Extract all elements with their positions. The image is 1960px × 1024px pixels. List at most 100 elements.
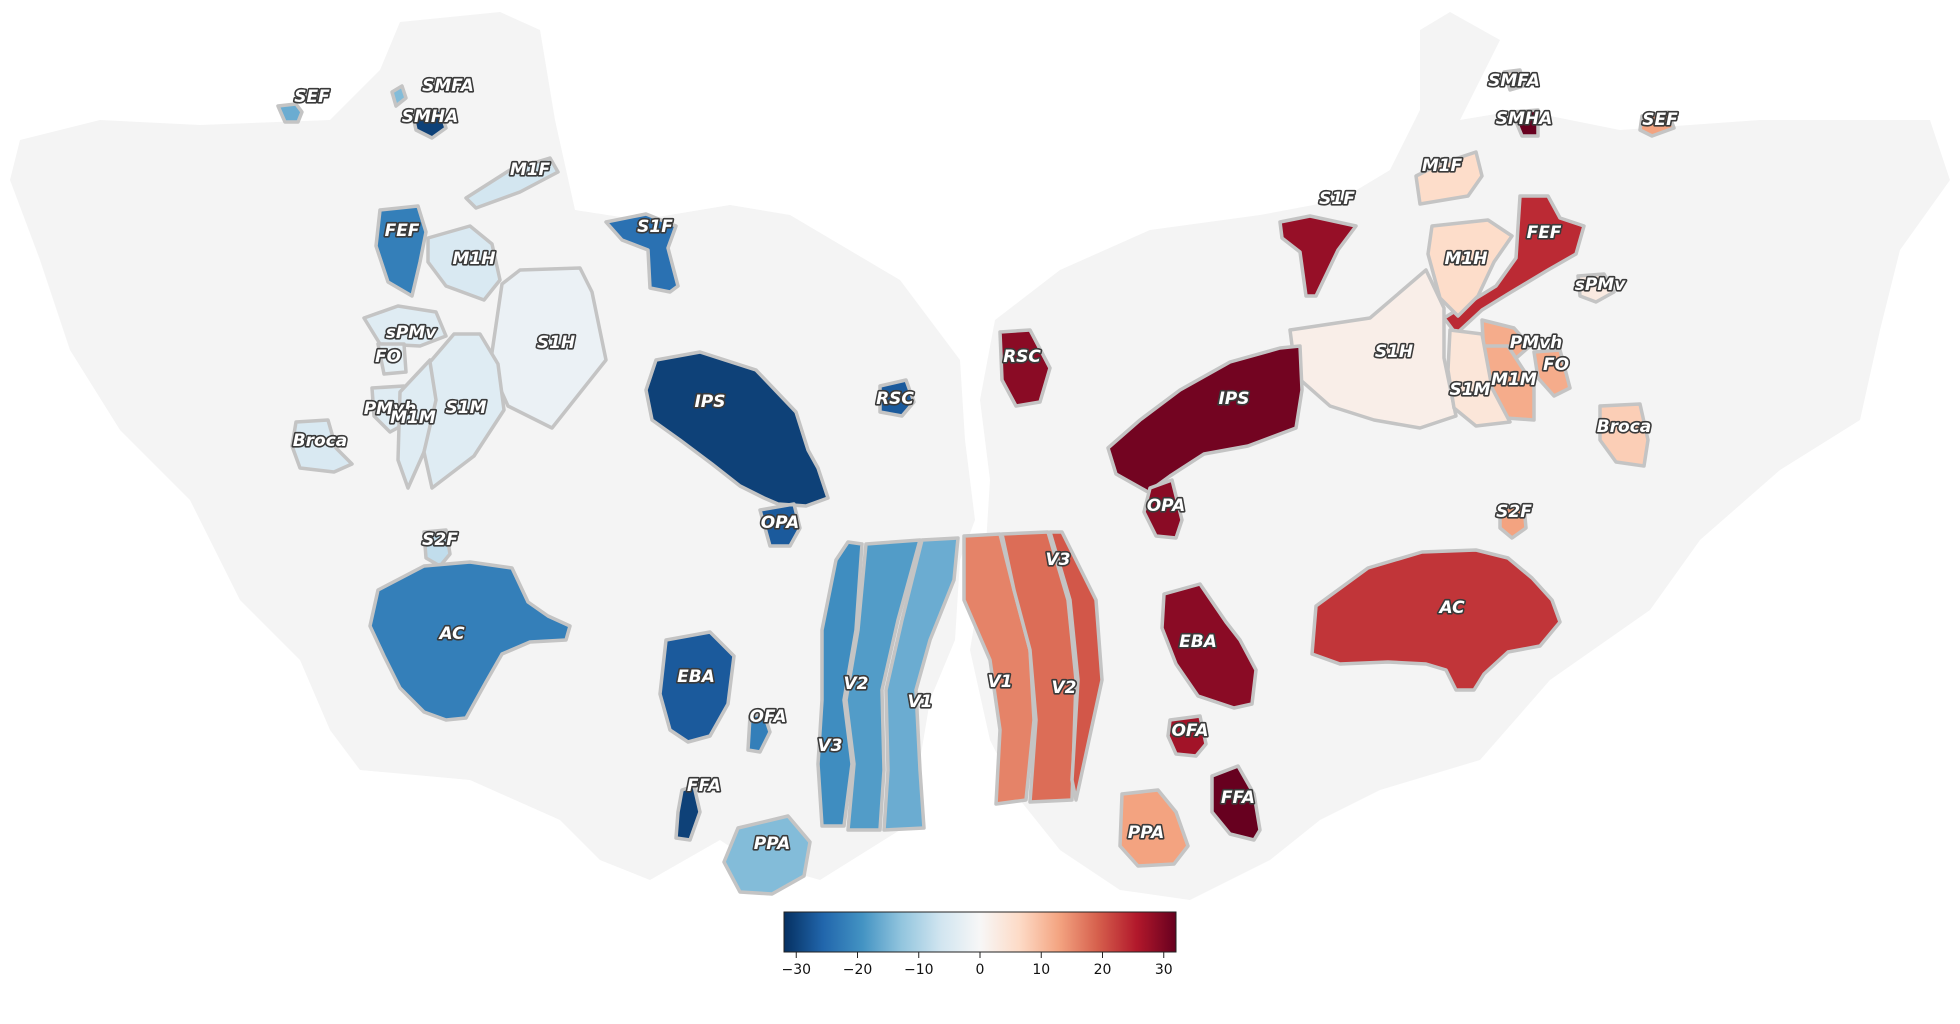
right-roi-broca xyxy=(1598,402,1650,468)
right-roi-ips xyxy=(1106,344,1304,494)
right-roi-label-spmv: sPMv xyxy=(1575,275,1626,295)
colorbar-tick-label: 30 xyxy=(1155,962,1173,978)
right-roi-ppa xyxy=(1118,788,1190,868)
left-roi-label-s2f: S2F xyxy=(422,530,458,550)
right-roi-label-v1: V1 xyxy=(988,672,1013,692)
left-roi-ppa xyxy=(722,814,812,896)
right-roi-label-fef: FEF xyxy=(1527,223,1562,243)
left-roi-smha xyxy=(410,108,448,140)
right-roi-label-m1m: M1M xyxy=(1491,370,1537,390)
right-roi-label-s1m: S1M xyxy=(1450,380,1491,400)
left-roi-label-ofa: OFA xyxy=(749,707,786,727)
right-roi-s1f xyxy=(1278,214,1358,298)
colorbar-tick-label: 0 xyxy=(976,962,985,978)
right-roi-fef xyxy=(1442,194,1586,336)
colorbar-gradient xyxy=(783,911,1177,953)
left-roi-v3 xyxy=(816,540,864,828)
right-roi-label-v3: V3 xyxy=(1046,550,1071,570)
left-roi-label-pmvh: PMvh xyxy=(364,399,417,419)
right-roi-label-ips: IPS xyxy=(1218,389,1249,409)
left-roi-v1 xyxy=(882,536,960,832)
left-roi-label-smha: SMHA xyxy=(402,107,459,127)
left-roi-label-eba: EBA xyxy=(677,667,715,687)
colorbar-tick-label: 10 xyxy=(1032,962,1050,978)
right-roi-m1h xyxy=(1426,218,1514,318)
left-roi-broca xyxy=(290,418,354,474)
right-roi-spmv xyxy=(1576,272,1616,304)
left-roi-m1f xyxy=(464,156,560,210)
left-roi-smfa xyxy=(390,84,408,108)
left-roi-label-s1h: S1H xyxy=(537,333,575,353)
left-roi-label-sef: SEF xyxy=(294,87,330,107)
right-roi-label-m1h: M1H xyxy=(1445,249,1488,269)
left-roi-s2f xyxy=(422,528,452,568)
left-roi-v2 xyxy=(844,538,922,832)
right-roi-fo xyxy=(1532,348,1572,398)
left-roi-sef xyxy=(276,102,304,124)
right-roi-label-opa: OPA xyxy=(1147,496,1186,516)
right-roi-smfa xyxy=(1502,68,1526,92)
right-roi-ffa xyxy=(1210,764,1262,842)
left-roi-label-v3: V3 xyxy=(818,736,843,756)
right-roi-label-eba: EBA xyxy=(1179,632,1217,652)
left-roi-label-fef: FEF xyxy=(385,221,420,241)
left-roi-label-v1: V1 xyxy=(908,692,933,712)
colorbar-tick-label: −30 xyxy=(781,962,811,978)
right-roi-label-sef: SEF xyxy=(1642,110,1678,130)
right-roi-opa xyxy=(1142,478,1184,540)
right-roi-label-ac: AC xyxy=(1437,598,1465,618)
right-roi-label-ffa: FFA xyxy=(1221,788,1255,808)
right-roi-rsc xyxy=(998,328,1052,408)
left-roi-label-ffa: FFA xyxy=(687,776,721,796)
left-roi-label-opa: OPA xyxy=(761,513,800,533)
left-roi-ofa xyxy=(746,712,772,754)
right-roi-label-ofa: OFA xyxy=(1171,721,1208,741)
right-roi-label-pmvh: PMvh xyxy=(1510,333,1563,353)
right-roi-label-smha: SMHA xyxy=(1496,109,1553,129)
colorbar-tick-label: 20 xyxy=(1094,962,1112,978)
right-roi-ac xyxy=(1310,548,1562,692)
colorbar-ticks: −30 −20 −10 0 10 20 30 xyxy=(781,952,1173,978)
left-roi-label-ac: AC xyxy=(437,624,465,644)
left-roi-label-smfa: SMFA xyxy=(422,76,474,96)
left-roi-opa xyxy=(758,502,802,548)
right-roi-label-ppa: PPA xyxy=(1128,823,1165,843)
right-roi-label-smfa: SMFA xyxy=(1488,71,1540,91)
left-roi-s1f xyxy=(604,212,680,294)
left-roi-m1h xyxy=(426,224,502,302)
right-roi-s2f xyxy=(1498,504,1528,540)
left-roi-label-m1f: M1F xyxy=(510,160,551,180)
left-roi-label-spmv: sPMv xyxy=(386,323,437,343)
right-roi-smha xyxy=(1510,108,1540,138)
right-roi-label-s2f: S2F xyxy=(1496,502,1532,522)
left-roi-eba xyxy=(658,630,736,744)
left-roi-label-m1h: M1H xyxy=(453,249,496,269)
right-roi-sef xyxy=(1638,110,1676,138)
left-roi-fef xyxy=(374,204,428,298)
right-roi-s1h xyxy=(1288,268,1458,430)
right-roi-label-s1h: S1H xyxy=(1375,342,1413,362)
left-roi-label-m1m: M1M xyxy=(390,408,436,428)
left-roi-label-v2: V2 xyxy=(844,674,869,694)
right-roi-ofa xyxy=(1166,714,1208,758)
right-roi-eba xyxy=(1160,582,1258,710)
left-roi-label-rsc: RSC xyxy=(876,389,914,409)
right-roi-s1m xyxy=(1446,328,1512,428)
left-roi-label-ips: IPS xyxy=(694,392,725,412)
left-roi-ffa xyxy=(674,784,702,842)
right-roi-label-v2: V2 xyxy=(1052,678,1077,698)
left-roi-fo xyxy=(376,342,408,376)
left-roi-label-fo: FO xyxy=(375,347,401,367)
right-roi-label-broca: Broca xyxy=(1597,417,1652,437)
colorbar-tick-label: −20 xyxy=(843,962,873,978)
right-roi-label-rsc: RSC xyxy=(1003,347,1041,367)
left-roi-rsc xyxy=(878,378,916,418)
right-roi-label-m1f: M1F xyxy=(1422,156,1463,176)
right-roi-label-s1f: S1F xyxy=(1319,189,1355,209)
right-roi-v3 xyxy=(1048,530,1104,802)
left-roi-ac xyxy=(368,560,572,722)
left-roi-s1m xyxy=(422,332,506,490)
colorbar: −30 −20 −10 0 10 20 30 xyxy=(781,911,1177,978)
left-roi-label-broca: Broca xyxy=(293,431,348,451)
